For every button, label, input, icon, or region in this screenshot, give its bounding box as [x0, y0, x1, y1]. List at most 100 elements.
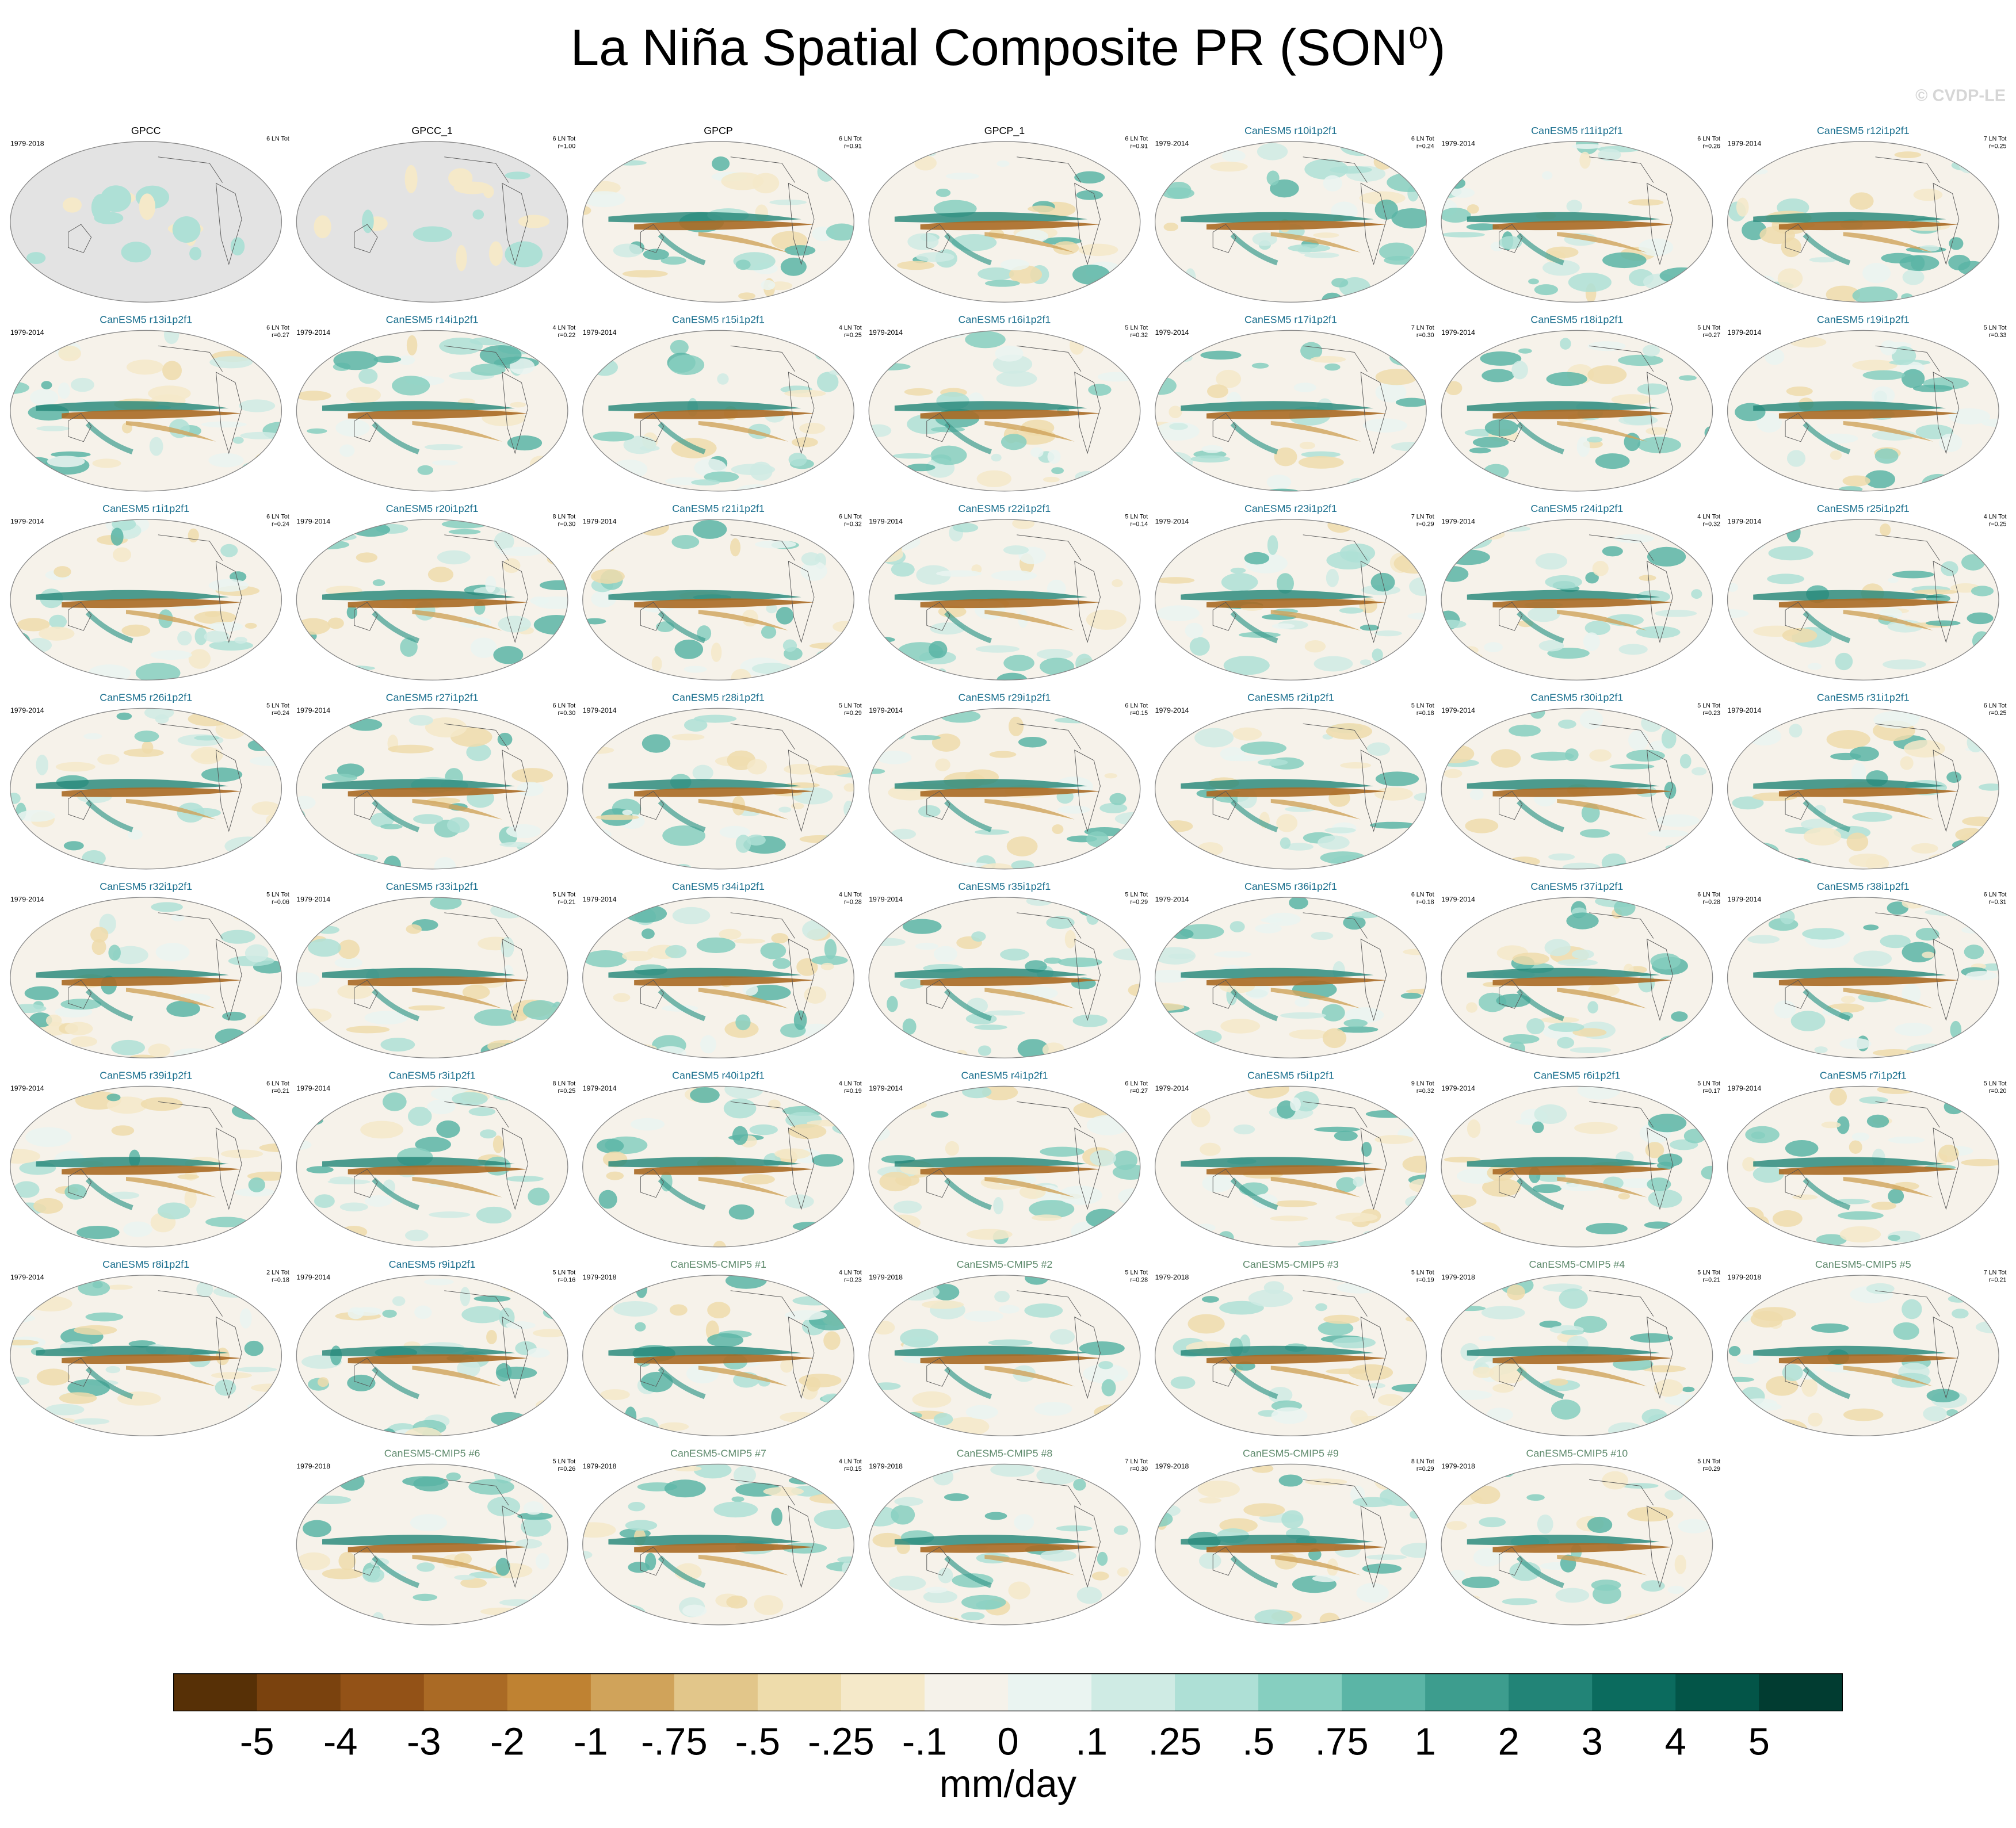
panel-stats: 5 LN Tot — [1697, 1458, 1720, 1465]
map-patch — [833, 460, 846, 468]
map-patch — [1441, 1102, 1453, 1112]
map-patch — [792, 787, 833, 805]
map-patch — [828, 369, 854, 376]
map-patch — [1171, 928, 1194, 939]
map-patch — [215, 1028, 246, 1045]
map-patch — [1682, 1386, 1695, 1393]
map-patch — [975, 645, 1020, 653]
panel-stats: 8 LN Tot — [1411, 1458, 1434, 1465]
map-patch — [633, 1417, 659, 1436]
map-patch — [1454, 1305, 1486, 1311]
map-patch — [1078, 902, 1117, 917]
map-patch — [1566, 912, 1599, 930]
panel-years: 1979-2014 — [583, 518, 617, 526]
map-patch — [671, 534, 700, 549]
map-patch — [1526, 1494, 1545, 1501]
map-patch — [446, 817, 469, 833]
map-patch — [487, 1039, 522, 1053]
panel-years: 1979-2014 — [296, 896, 330, 904]
map-patch — [1449, 178, 1466, 189]
map-patch — [834, 1599, 850, 1619]
map-background — [10, 141, 282, 303]
map-patch — [902, 1018, 917, 1035]
map-patch — [236, 1367, 277, 1372]
coastline — [67, 723, 242, 832]
map-patch — [1054, 717, 1100, 724]
map-patch — [1962, 816, 1998, 827]
map-patch — [1084, 147, 1104, 155]
map-band — [920, 1543, 1101, 1553]
map-patch — [1736, 1207, 1764, 1225]
map-band — [944, 610, 992, 644]
map-patch — [21, 1210, 38, 1218]
colorbar-box — [1675, 1673, 1759, 1711]
map-patch — [1671, 1011, 1688, 1022]
panel-years: 1979-2014 — [296, 1084, 330, 1092]
map-patch — [36, 1368, 70, 1386]
map-band — [608, 1345, 801, 1357]
map-patch — [502, 965, 514, 978]
map-patch — [468, 1107, 496, 1116]
map-patch — [1576, 436, 1590, 457]
panel-stats: 4 LN Tot — [839, 324, 862, 331]
map-band — [348, 1543, 528, 1553]
panel-years: 1979-2018 — [10, 140, 44, 148]
map-band — [412, 1366, 502, 1387]
map-outline — [868, 1275, 1141, 1436]
panel-stats: r=0.25 — [844, 332, 862, 339]
panel-stats: r=0.16 — [558, 1277, 576, 1284]
map-patch — [460, 1578, 487, 1588]
panel-stats: 6 LN Tot — [1125, 702, 1148, 709]
map — [582, 519, 854, 680]
map-patch — [1121, 1203, 1140, 1224]
map-patch — [257, 1299, 282, 1310]
map-patch — [1233, 1124, 1255, 1135]
map-patch — [1958, 261, 1987, 276]
map-patch — [632, 897, 648, 912]
map-patch — [327, 673, 354, 680]
colorbar-box — [423, 1673, 508, 1711]
map-patch — [1185, 622, 1204, 638]
map-patch — [1614, 534, 1654, 543]
map-patch — [1654, 670, 1676, 680]
map — [582, 1275, 854, 1436]
map-patch — [521, 473, 544, 489]
map-patch — [1618, 415, 1658, 426]
panel-years: 1979-2014 — [296, 706, 330, 714]
colorbar-box — [1008, 1673, 1092, 1711]
map-band — [322, 779, 516, 790]
map-patch — [315, 905, 351, 912]
map-patch — [872, 1382, 901, 1390]
coastline — [67, 534, 242, 643]
map-patch — [1223, 656, 1270, 675]
panel-title: CanESM5 r35i1p2f1 — [959, 881, 1051, 892]
map-patch — [1786, 450, 1806, 467]
map-patch — [1502, 1598, 1538, 1605]
map-patch — [1484, 419, 1518, 437]
coastline — [1499, 912, 1673, 1021]
map-patch — [1441, 1594, 1480, 1601]
map-patch — [1541, 171, 1553, 180]
map-patch — [1647, 1177, 1671, 1191]
panel-stats: 5 LN Tot — [553, 1269, 576, 1276]
map-band — [1492, 409, 1673, 419]
coastline — [1499, 1479, 1673, 1588]
map-patch — [1072, 265, 1110, 285]
map-patch — [1178, 1232, 1211, 1244]
map-patch — [606, 1171, 624, 1180]
map-band — [1517, 1177, 1564, 1210]
panel-title: CanESM5 r19i1p2f1 — [1817, 313, 1910, 325]
coastline — [1499, 723, 1673, 832]
map-band — [984, 798, 1075, 820]
land-patch — [314, 215, 331, 239]
colorbar-box — [507, 1673, 591, 1711]
map-patch — [976, 470, 1012, 487]
map-outline — [1727, 708, 1999, 870]
map — [1441, 1275, 1713, 1436]
